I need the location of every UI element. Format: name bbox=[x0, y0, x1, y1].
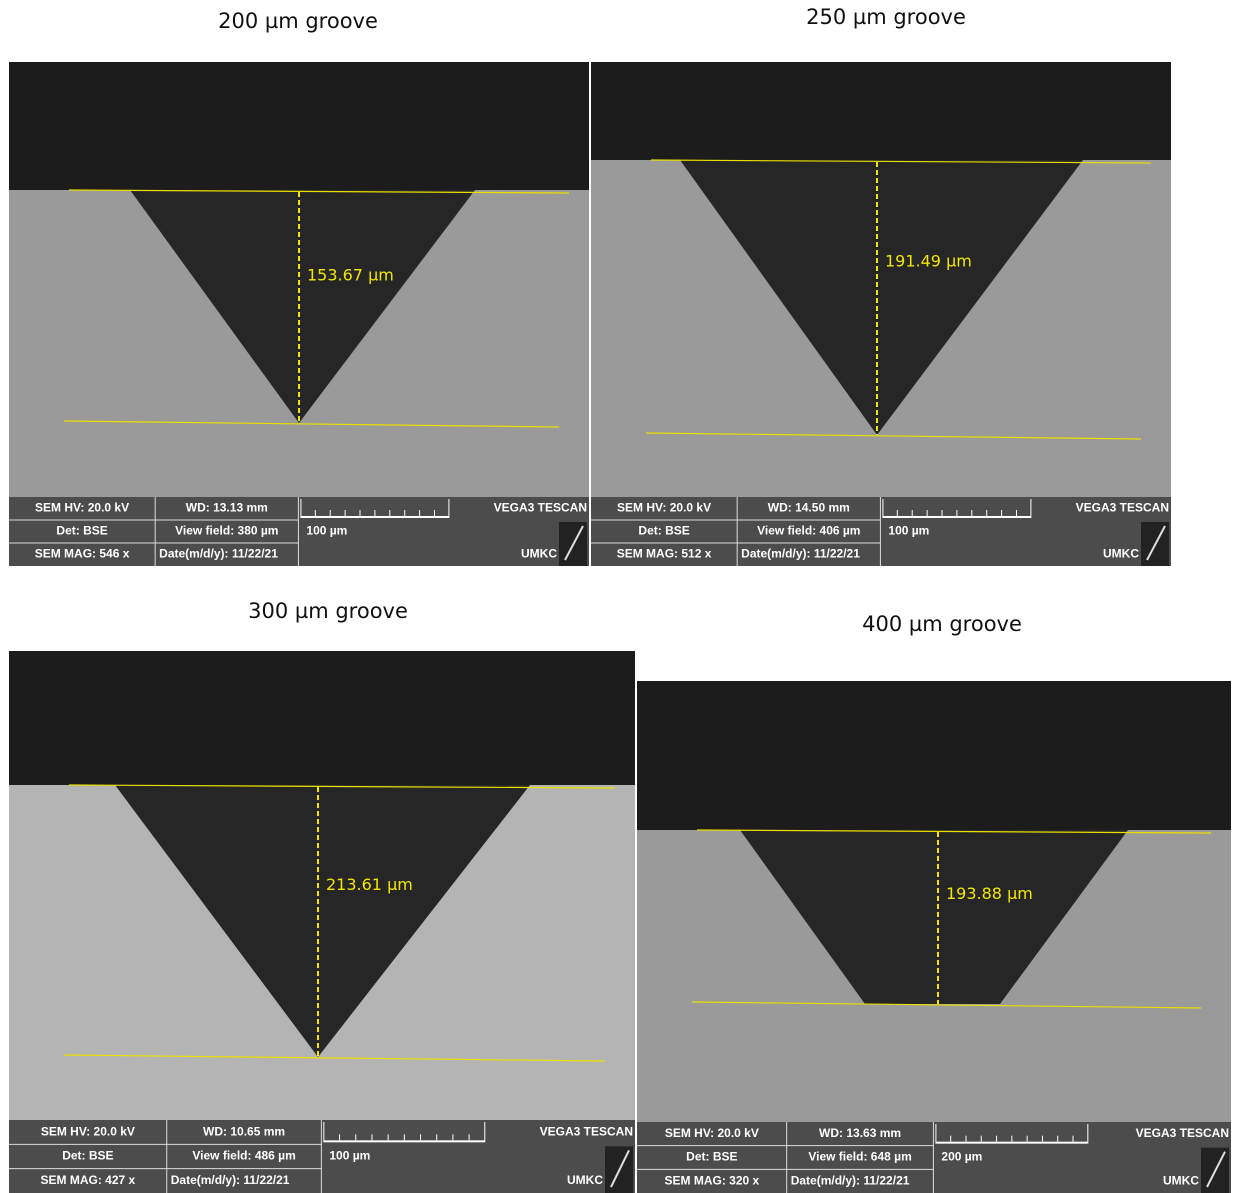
info-date: Date(m/d/y): 11/22/21 bbox=[171, 1173, 290, 1187]
depth-label: 191.49 µm bbox=[885, 251, 972, 270]
info-hv: SEM HV: 20.0 kV bbox=[617, 501, 711, 515]
info-scale: 100 µm bbox=[329, 1149, 370, 1163]
info-det: Det: BSE bbox=[56, 524, 107, 538]
info-brand: VEGA3 TESCAN bbox=[1136, 1126, 1229, 1140]
info-mag: SEM MAG: 427 x bbox=[41, 1173, 136, 1187]
info-bar: SEM HV: 20.0 kV Det: BSE SEM MAG: 320 x WD:… bbox=[637, 1122, 1231, 1193]
info-hv: SEM HV: 20.0 kV bbox=[35, 501, 129, 515]
info-mag: SEM MAG: 512 x bbox=[617, 547, 712, 561]
info-brand: VEGA3 TESCAN bbox=[494, 501, 587, 515]
depth-label: 193.88 µm bbox=[946, 884, 1033, 903]
info-mag: SEM MAG: 320 x bbox=[664, 1173, 759, 1187]
panel-title: 400 µm groove bbox=[862, 612, 1022, 636]
info-view-field: View field: 486 µm bbox=[192, 1149, 295, 1163]
info-mag: SEM MAG: 546 x bbox=[35, 547, 130, 561]
info-scale: 100 µm bbox=[306, 524, 347, 538]
panel-title: 300 µm groove bbox=[248, 599, 408, 623]
depth-label: 213.61 µm bbox=[326, 875, 413, 894]
info-view-field: View field: 648 µm bbox=[808, 1150, 911, 1164]
info-lab: UMKC bbox=[521, 547, 557, 561]
sem-image: 213.61 µm SEM HV: 20.0 kV Det: BSE SEM MAG:… bbox=[9, 651, 635, 1193]
info-date: Date(m/d/y): 11/22/21 bbox=[791, 1173, 910, 1187]
info-brand: VEGA3 TESCAN bbox=[1076, 501, 1169, 515]
info-bar: SEM HV: 20.0 kV Det: BSE SEM MAG: 427 x WD:… bbox=[9, 1120, 635, 1193]
info-view-field: View field: 406 µm bbox=[757, 524, 860, 538]
info-scale: 100 µm bbox=[888, 524, 929, 538]
info-date: Date(m/d/y): 11/22/21 bbox=[159, 547, 278, 561]
depth-label: 153.67 µm bbox=[307, 266, 394, 285]
info-lab: UMKC bbox=[1163, 1173, 1199, 1187]
info-date: Date(m/d/y): 11/22/21 bbox=[741, 547, 860, 561]
info-wd: WD: 10.65 mm bbox=[203, 1124, 285, 1138]
info-wd: WD: 13.63 mm bbox=[819, 1126, 901, 1140]
info-brand: VEGA3 TESCAN bbox=[540, 1124, 633, 1138]
info-lab: UMKC bbox=[567, 1173, 603, 1187]
figure: 200 µm groove 153.67 µm SEM HV: 20.0 kV Det… bbox=[0, 0, 1233, 1193]
info-lab: UMKC bbox=[1103, 547, 1139, 561]
info-hv: SEM HV: 20.0 kV bbox=[665, 1126, 759, 1140]
info-bar: SEM HV: 20.0 kV Det: BSE SEM MAG: 512 x WD:… bbox=[591, 497, 1171, 566]
sem-image: 153.67 µm SEM HV: 20.0 kV Det: BSE SEM MAG:… bbox=[9, 62, 589, 566]
info-det: Det: BSE bbox=[686, 1150, 737, 1164]
info-scale: 200 µm bbox=[941, 1150, 982, 1164]
info-wd: WD: 14.50 mm bbox=[768, 501, 850, 515]
panel-title: 250 µm groove bbox=[806, 5, 966, 29]
info-wd: WD: 13.13 mm bbox=[186, 501, 268, 515]
info-hv: SEM HV: 20.0 kV bbox=[41, 1124, 135, 1138]
panel-title: 200 µm groove bbox=[218, 9, 378, 33]
sem-image: 191.49 µm SEM HV: 20.0 kV Det: BSE SEM MAG:… bbox=[591, 62, 1171, 566]
info-det: Det: BSE bbox=[638, 524, 689, 538]
info-det: Det: BSE bbox=[62, 1149, 113, 1163]
sem-image: 193.88 µm SEM HV: 20.0 kV Det: BSE SEM MAG:… bbox=[637, 681, 1231, 1193]
info-view-field: View field: 380 µm bbox=[175, 524, 278, 538]
info-bar: SEM HV: 20.0 kV Det: BSE SEM MAG: 546 x WD:… bbox=[9, 497, 589, 566]
